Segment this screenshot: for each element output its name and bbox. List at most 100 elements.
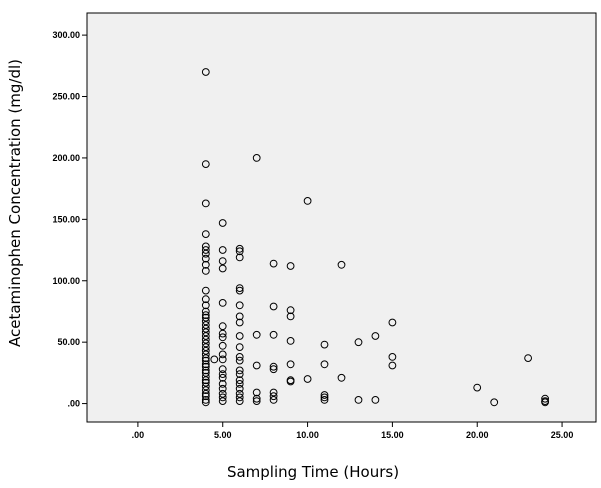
data-point bbox=[201, 346, 210, 355]
data-point bbox=[218, 299, 227, 307]
data-point bbox=[218, 333, 227, 342]
data-point bbox=[201, 396, 210, 404]
data-point bbox=[201, 362, 210, 371]
data-point bbox=[218, 373, 227, 382]
data-point bbox=[286, 337, 295, 345]
data-point bbox=[269, 259, 278, 268]
data-point bbox=[218, 397, 227, 406]
data-point bbox=[201, 369, 210, 377]
data-point bbox=[269, 365, 278, 374]
data-point bbox=[201, 254, 210, 263]
data-point bbox=[235, 397, 244, 406]
data-point bbox=[371, 332, 380, 340]
data-point bbox=[201, 350, 210, 359]
data-point bbox=[201, 335, 210, 344]
data-point bbox=[201, 199, 210, 208]
data-point bbox=[252, 388, 261, 397]
data-point bbox=[269, 388, 278, 397]
data-point bbox=[473, 383, 482, 392]
data-point bbox=[286, 262, 295, 270]
y-tick-label: 100.00 bbox=[52, 276, 80, 286]
data-point bbox=[269, 330, 278, 339]
data-point bbox=[235, 376, 244, 385]
data-point bbox=[286, 306, 295, 315]
data-point bbox=[201, 366, 210, 375]
data-point bbox=[320, 391, 329, 399]
data-point bbox=[218, 219, 227, 227]
data-point bbox=[201, 356, 210, 365]
data-point bbox=[201, 317, 210, 326]
data-point bbox=[235, 380, 244, 388]
data-point bbox=[201, 68, 210, 76]
y-tick-label: 50.00 bbox=[57, 337, 80, 347]
data-point bbox=[218, 384, 227, 393]
x-tick-label: .00 bbox=[132, 430, 145, 440]
data-point bbox=[388, 353, 397, 361]
data-point bbox=[337, 373, 346, 382]
data-point bbox=[235, 244, 244, 253]
data-point bbox=[388, 361, 397, 370]
data-point bbox=[235, 353, 244, 361]
data-point bbox=[524, 354, 532, 363]
data-point bbox=[235, 253, 244, 262]
data-points bbox=[201, 68, 549, 407]
data-point bbox=[286, 360, 295, 369]
data-point bbox=[269, 396, 278, 404]
x-tick-label: 20.00 bbox=[466, 430, 489, 440]
data-point bbox=[320, 360, 329, 369]
data-point bbox=[354, 396, 363, 404]
data-point bbox=[252, 154, 261, 162]
data-point bbox=[201, 286, 210, 295]
data-point bbox=[201, 372, 210, 381]
data-point bbox=[235, 370, 244, 379]
data-point bbox=[218, 246, 227, 254]
data-point bbox=[201, 260, 210, 269]
data-point bbox=[201, 392, 210, 401]
data-point bbox=[235, 389, 244, 398]
data-point bbox=[235, 284, 244, 293]
y-tick-label: 200.00 bbox=[52, 153, 80, 163]
data-point bbox=[218, 257, 227, 266]
y-tick-label: 150.00 bbox=[52, 214, 80, 224]
data-point bbox=[201, 267, 210, 275]
y-tick-label: 250.00 bbox=[52, 92, 80, 102]
x-tick-label: 10.00 bbox=[296, 430, 319, 440]
data-point bbox=[201, 354, 210, 363]
data-point bbox=[235, 286, 244, 295]
data-point bbox=[235, 301, 244, 310]
data-point bbox=[235, 247, 244, 256]
data-point bbox=[269, 302, 278, 311]
data-point bbox=[286, 377, 295, 386]
plot-area bbox=[86, 12, 597, 423]
data-point bbox=[201, 339, 210, 348]
y-tick-label: .00 bbox=[67, 399, 80, 409]
data-point bbox=[235, 356, 244, 365]
data-point bbox=[201, 386, 210, 395]
data-point bbox=[201, 398, 210, 407]
data-point bbox=[218, 264, 227, 273]
data-point bbox=[235, 343, 244, 352]
data-point bbox=[201, 307, 210, 316]
data-point bbox=[541, 394, 549, 403]
data-point bbox=[201, 249, 210, 258]
data-point bbox=[201, 160, 210, 169]
data-point bbox=[201, 311, 210, 320]
data-point bbox=[218, 350, 227, 359]
data-point bbox=[541, 398, 549, 407]
data-point bbox=[235, 312, 244, 321]
data-point bbox=[371, 396, 380, 404]
data-point bbox=[303, 375, 312, 383]
data-point bbox=[201, 230, 210, 239]
data-point bbox=[252, 361, 261, 370]
data-point bbox=[210, 355, 219, 364]
data-point bbox=[201, 328, 210, 337]
data-point bbox=[218, 365, 227, 374]
data-point bbox=[201, 382, 210, 391]
data-point bbox=[490, 398, 499, 407]
x-tick-label: 25.00 bbox=[551, 430, 574, 440]
data-point bbox=[235, 318, 244, 327]
data-point bbox=[201, 389, 210, 398]
data-point bbox=[218, 329, 227, 338]
data-point bbox=[286, 312, 295, 321]
y-axis-title: Acetaminophen Concentration (mg/dl) bbox=[6, 59, 24, 347]
